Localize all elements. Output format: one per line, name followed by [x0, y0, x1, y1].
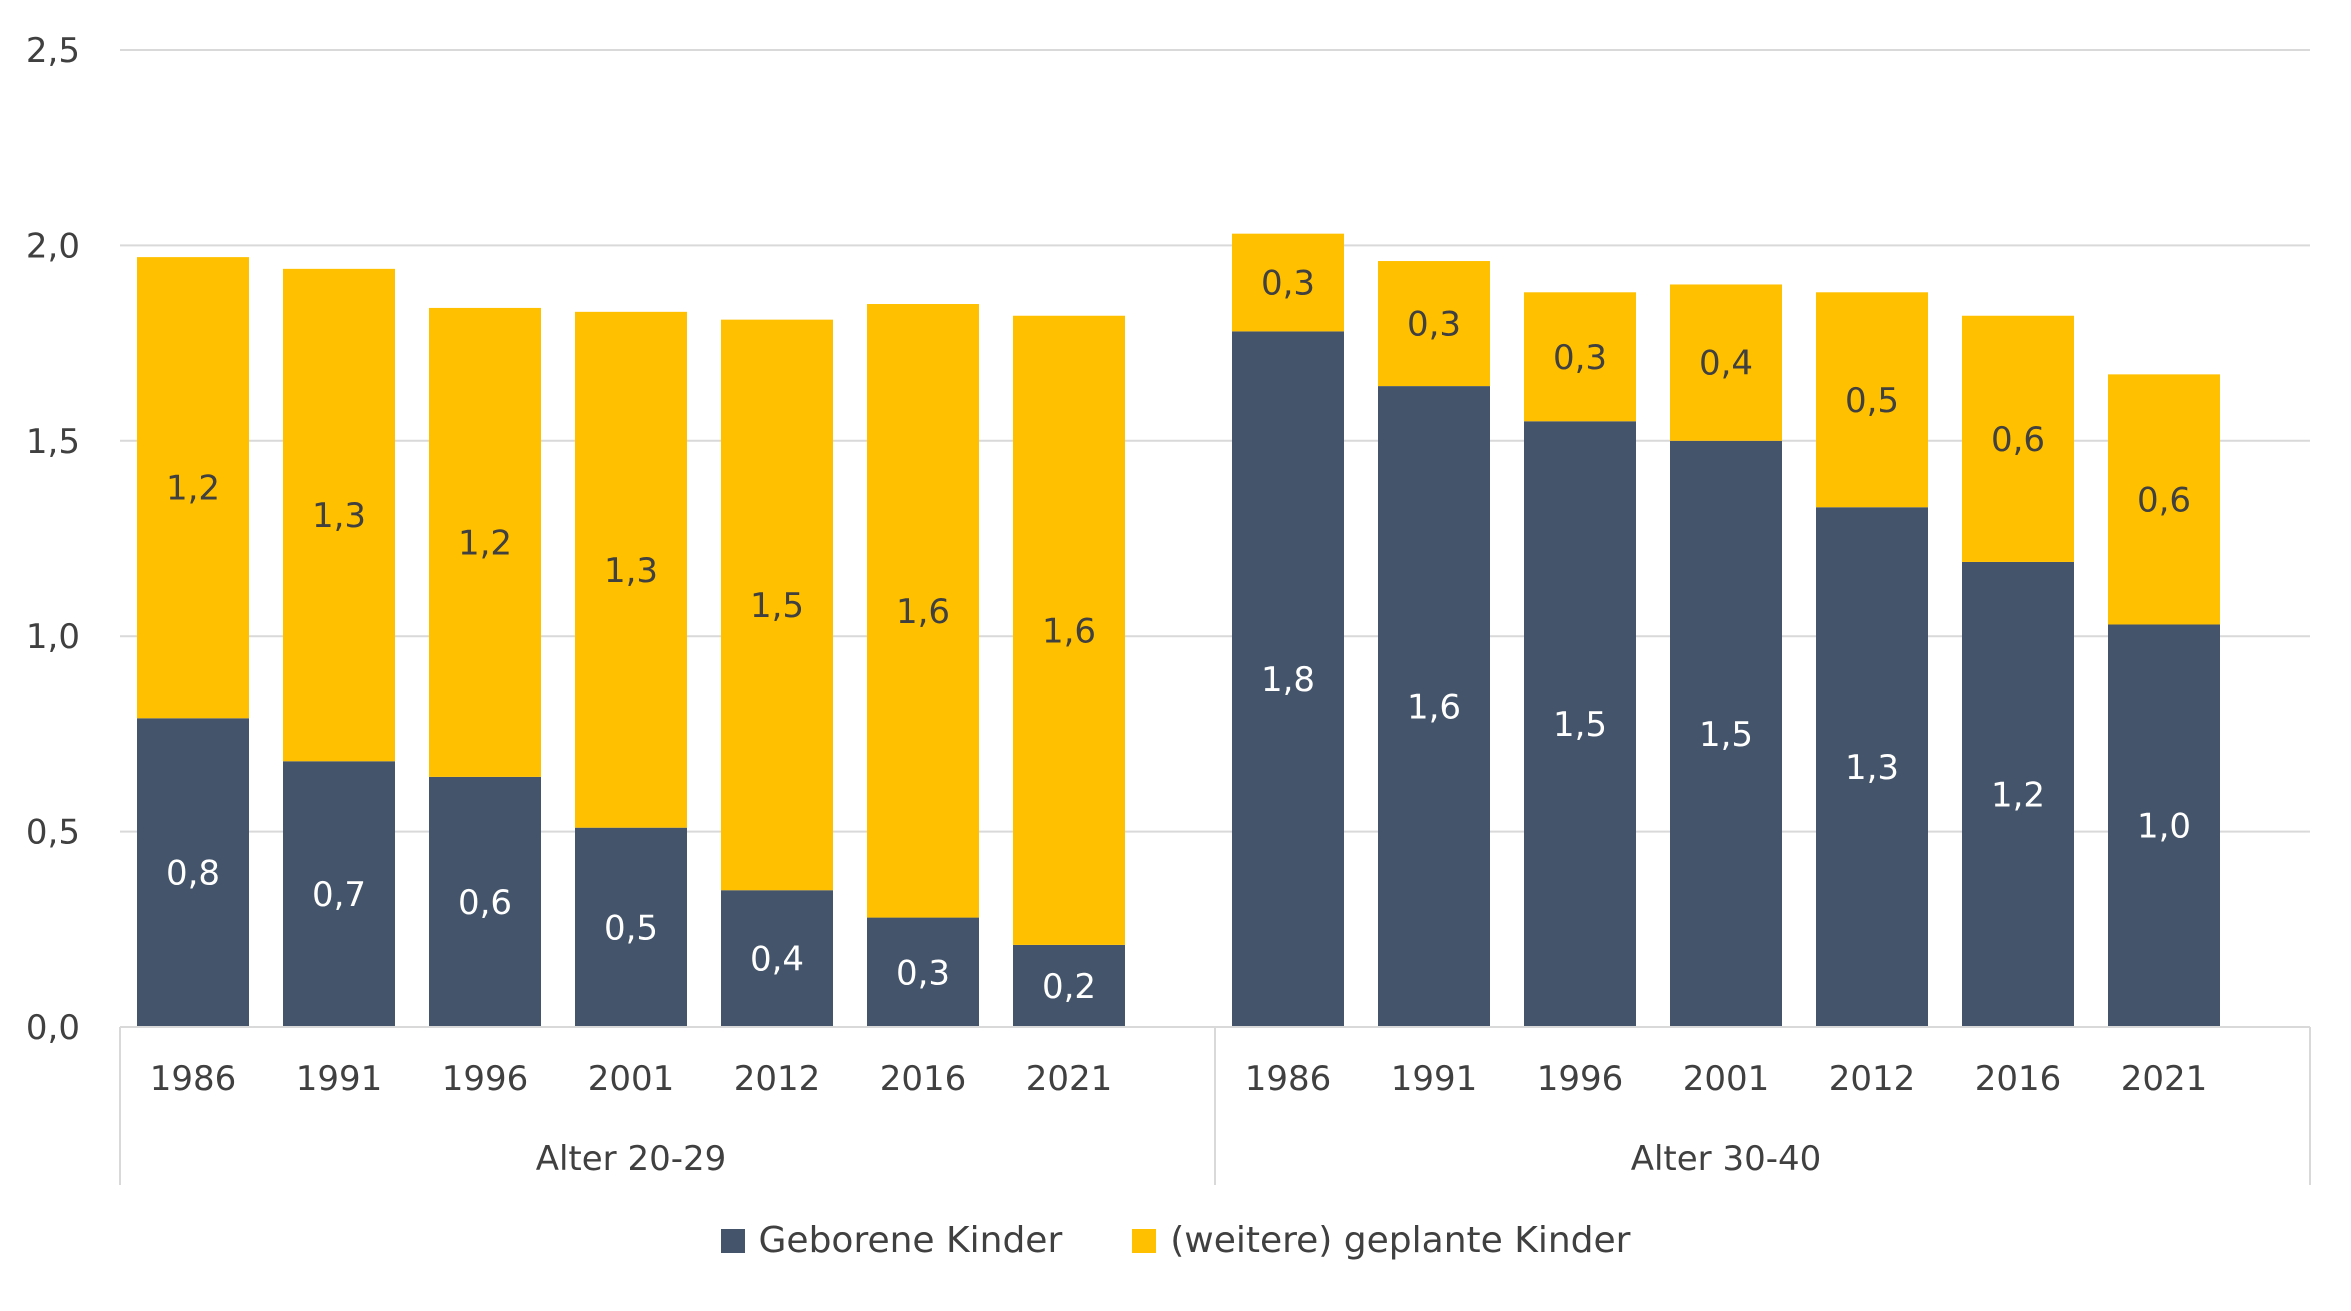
- x-tick-label: 2012: [734, 1059, 821, 1099]
- x-tick-label: 2016: [1975, 1059, 2062, 1099]
- data-label: 0,3: [1407, 305, 1461, 345]
- x-tick-label: 2021: [1026, 1059, 1113, 1099]
- bar-segment: [1670, 284, 1782, 441]
- bar-segment: [1013, 944, 1125, 1027]
- bar-segment: [2108, 624, 2220, 1027]
- bar-segment: [1524, 421, 1636, 1027]
- data-label: 1,3: [1845, 748, 1899, 788]
- x-tick-label: 1991: [1391, 1059, 1478, 1099]
- bar-segment: [283, 761, 395, 1027]
- bar-segment: [721, 890, 833, 1027]
- data-label: 1,2: [166, 469, 220, 509]
- bar-segment: [1962, 315, 2074, 562]
- data-label: 1,2: [1991, 775, 2045, 815]
- y-axis-ticks: 0,0 0,5 1,0 1,5 2,0 2,5: [26, 31, 80, 1048]
- group-label: Alter 30-40: [1631, 1139, 1822, 1179]
- x-tick-label: 2016: [880, 1059, 967, 1099]
- y-tick-label: 0,0: [26, 1008, 80, 1048]
- bar-segment: [137, 257, 249, 719]
- bar-segment: [721, 319, 833, 891]
- data-label: 0,7: [312, 875, 366, 915]
- data-label: 0,3: [896, 953, 950, 993]
- bar-segment: [429, 307, 541, 777]
- bar-segment: [1232, 331, 1344, 1028]
- data-label: 1,5: [750, 586, 804, 626]
- y-tick-label: 2,5: [26, 31, 80, 71]
- data-label: 1,3: [604, 551, 658, 591]
- y-tick-label: 1,5: [26, 422, 80, 462]
- data-label: 1,8: [1261, 660, 1315, 700]
- data-label: 1,5: [1553, 705, 1607, 745]
- legend-label-geplante: (weitere) geplante Kinder: [1170, 1220, 1631, 1261]
- data-label: 1,3: [312, 496, 366, 536]
- data-label: 1,2: [458, 523, 512, 563]
- x-tick-label: 1996: [1537, 1059, 1624, 1099]
- legend-swatch-geplante: [1132, 1228, 1157, 1253]
- bar-segment: [1378, 386, 1490, 1027]
- data-label: 1,6: [1042, 611, 1096, 651]
- bar-segment: [1962, 561, 2074, 1027]
- data-label: 1,0: [2137, 807, 2191, 847]
- data-label: 0,5: [1845, 381, 1899, 421]
- legend-swatch-geborene: [720, 1228, 745, 1253]
- y-tick-label: 2,0: [26, 226, 80, 266]
- y-tick-label: 1,0: [26, 617, 80, 657]
- bar-segment: [575, 827, 687, 1027]
- bar-segment: [283, 268, 395, 762]
- data-label: 0,8: [166, 854, 220, 894]
- legend-item-geborene: Geborene Kinder: [720, 1220, 1063, 1261]
- bar-segment: [1670, 440, 1782, 1027]
- x-tick-label: 2001: [588, 1059, 675, 1099]
- x-tick-label: 1986: [1245, 1059, 1332, 1099]
- data-label: 0,6: [1991, 420, 2045, 460]
- bar-segment: [1378, 261, 1490, 387]
- y-tick-label: 0,5: [26, 813, 80, 853]
- bar-segment: [867, 304, 979, 918]
- legend-item-geplante: (weitere) geplante Kinder: [1132, 1220, 1630, 1261]
- bar-segment: [2108, 374, 2220, 625]
- data-label: 1,6: [896, 592, 950, 632]
- data-label: 0,6: [2137, 480, 2191, 520]
- data-label: 0,5: [604, 908, 658, 948]
- bar-segment: [429, 776, 541, 1027]
- x-tick-label: 2021: [2121, 1059, 2208, 1099]
- bar-segment: [575, 311, 687, 828]
- legend: Geborene Kinder (weitere) geplante Kinde…: [0, 1220, 2351, 1261]
- data-label: 1,6: [1407, 688, 1461, 728]
- data-label: 0,4: [750, 940, 804, 980]
- data-label: 0,2: [1042, 967, 1096, 1007]
- data-label: 0,3: [1261, 264, 1315, 304]
- bars: 0,8 1,2 0,7 1,3 0,6 1,2 0,5 1,3 0,4 1,5 0,3 1,6 0,2 1…: [137, 233, 2220, 1028]
- data-label: 0,4: [1699, 344, 1753, 384]
- bar-segment: [1232, 233, 1344, 332]
- bar-segment: [1816, 292, 1928, 508]
- x-tick-label: 1991: [296, 1059, 383, 1099]
- x-tick-label: 2012: [1829, 1059, 1916, 1099]
- bar-segment: [137, 718, 249, 1027]
- bar-segment: [1524, 292, 1636, 422]
- bar-segment: [1816, 507, 1928, 1028]
- data-label: 0,3: [1553, 338, 1607, 378]
- bar-segment: [867, 917, 979, 1027]
- bar-segment: [1013, 315, 1125, 945]
- data-label: 1,5: [1699, 715, 1753, 755]
- group-label: Alter 20-29: [536, 1139, 727, 1179]
- x-tick-label: 1986: [150, 1059, 237, 1099]
- x-tick-label: 2001: [1683, 1059, 1770, 1099]
- legend-label-geborene: Geborene Kinder: [758, 1220, 1063, 1261]
- data-label: 0,6: [458, 883, 512, 923]
- x-tick-label: 1996: [442, 1059, 529, 1099]
